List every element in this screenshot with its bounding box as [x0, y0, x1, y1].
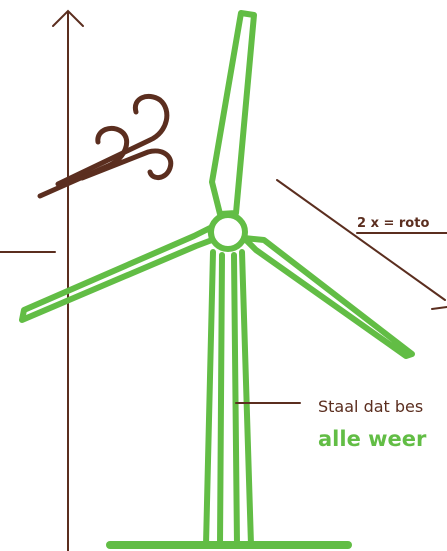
turbine [22, 13, 412, 545]
steel-label: Staal dat bes [318, 397, 423, 416]
rotor-label: 2 x = roto [357, 216, 429, 231]
wind-icon [40, 96, 171, 196]
rotor-pointer [277, 180, 447, 309]
height-axis [0, 11, 83, 551]
turbine-illustration: 2 x = roto Staal dat bes alle weer [0, 0, 447, 551]
page: 2 x = roto Staal dat bes alle weer (() =… [0, 0, 447, 551]
steel-label-emphasis: alle weer [318, 427, 427, 451]
